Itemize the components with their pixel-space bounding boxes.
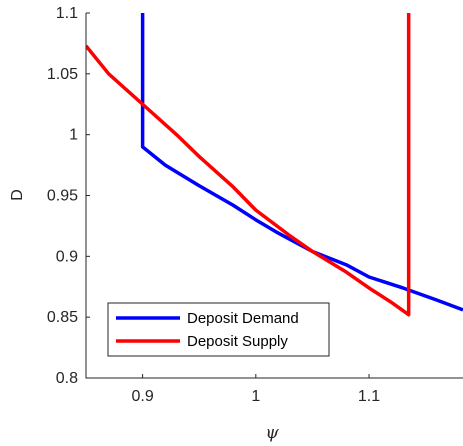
y-axis-label: D xyxy=(9,189,26,201)
x-tick-label: 0.9 xyxy=(131,388,153,405)
y-tick-label: 1 xyxy=(69,127,78,144)
y-tick-label: 0.8 xyxy=(56,370,78,387)
y-tick-label: 0.95 xyxy=(47,188,78,205)
y-tick-label: 0.9 xyxy=(56,248,78,265)
legend-label-supply: Deposit Supply xyxy=(187,333,288,350)
legend: Deposit Demand Deposit Supply xyxy=(107,302,330,357)
axes-layer: 0.8 0.85 0.9 0.95 1 1.05 1.1 0.9 1 1.1 xyxy=(47,5,463,405)
y-tick-label: 1.05 xyxy=(47,66,78,83)
legend-label-demand: Deposit Demand xyxy=(187,310,299,327)
series-line-deposit-supply xyxy=(86,13,411,317)
x-axis-label: ψ xyxy=(265,423,279,443)
series-layer xyxy=(86,13,463,317)
y-tick-label: 0.85 xyxy=(47,309,78,326)
x-tick-label: 1 xyxy=(251,388,260,405)
y-tick-label: 1.1 xyxy=(56,5,78,22)
x-tick-label: 1.1 xyxy=(358,388,380,405)
series-line-deposit-demand xyxy=(140,13,463,312)
legend-box xyxy=(107,302,330,357)
